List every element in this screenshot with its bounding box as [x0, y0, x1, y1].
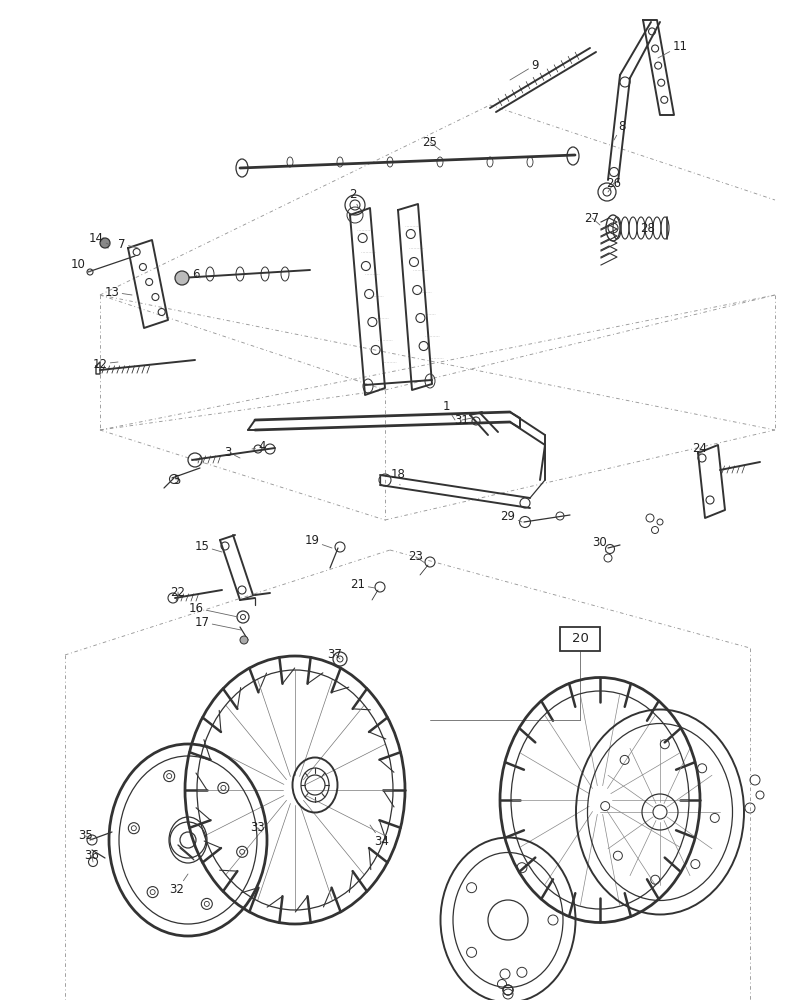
Text: 28: 28 [640, 222, 654, 234]
Text: 2: 2 [349, 188, 358, 207]
Text: 23: 23 [408, 550, 424, 564]
Text: 6: 6 [192, 268, 200, 282]
Text: 30: 30 [592, 536, 607, 552]
Text: 31: 31 [454, 414, 471, 426]
Text: 19: 19 [304, 534, 332, 548]
Text: 10: 10 [71, 258, 90, 272]
Text: 13: 13 [105, 286, 132, 298]
Circle shape [175, 271, 189, 285]
Text: 12: 12 [92, 358, 118, 370]
Text: 37: 37 [327, 648, 342, 660]
Text: 18: 18 [390, 468, 405, 485]
Text: 33: 33 [251, 821, 265, 834]
Circle shape [240, 636, 247, 644]
Circle shape [100, 238, 109, 248]
Text: 8: 8 [613, 120, 625, 140]
Text: 4: 4 [251, 440, 265, 454]
Text: 5: 5 [173, 474, 181, 487]
Text: 21: 21 [350, 578, 375, 591]
Text: 16: 16 [188, 601, 238, 617]
Text: 22: 22 [170, 585, 185, 598]
FancyBboxPatch shape [560, 627, 599, 651]
Text: 35: 35 [79, 829, 93, 842]
Text: 25: 25 [422, 136, 440, 150]
Text: 24: 24 [692, 442, 706, 455]
Text: 9: 9 [509, 59, 538, 80]
Text: 34: 34 [370, 825, 389, 848]
Text: 27: 27 [584, 212, 599, 225]
Text: 7: 7 [118, 237, 138, 250]
Text: 14: 14 [88, 232, 109, 245]
Text: 29: 29 [500, 510, 521, 522]
Text: 36: 36 [84, 849, 99, 862]
Text: 17: 17 [195, 615, 241, 630]
Text: 3: 3 [224, 446, 240, 458]
Text: 26: 26 [606, 177, 620, 192]
Text: 20: 20 [571, 633, 588, 646]
Text: 11: 11 [657, 40, 687, 58]
Text: 15: 15 [195, 540, 221, 552]
Text: 32: 32 [169, 874, 188, 896]
Text: 1: 1 [442, 399, 454, 420]
